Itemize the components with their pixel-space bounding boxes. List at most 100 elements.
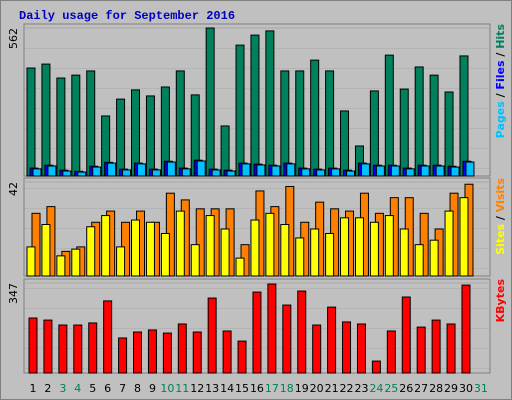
bar (192, 331, 202, 374)
legend-entry: Files (494, 60, 507, 90)
bar (420, 165, 430, 177)
x-tick-label: 6 (104, 382, 111, 395)
x-tick-label: 29 (444, 382, 458, 395)
bar (444, 91, 454, 177)
bar (26, 246, 36, 277)
bar (107, 162, 117, 177)
bar (282, 304, 292, 374)
bar (222, 330, 232, 374)
bar (340, 217, 350, 277)
bar (26, 67, 36, 177)
bar (310, 228, 320, 277)
bar (175, 210, 185, 277)
x-tick-label: 17 (265, 382, 279, 395)
bar (375, 165, 385, 177)
bar (331, 168, 341, 177)
bar (414, 244, 424, 277)
bar (265, 30, 275, 177)
legend-entry: KBytes (494, 279, 507, 323)
bar (346, 170, 356, 177)
x-tick-label: 20 (310, 382, 324, 395)
bar (73, 324, 83, 374)
bar (461, 284, 471, 374)
x-tick-label: 25 (384, 382, 398, 395)
x-tick-label: 3 (59, 382, 66, 395)
y-tick-label: 42 (7, 182, 20, 196)
bar (147, 329, 157, 374)
bar (86, 226, 96, 277)
x-tick-label: 11 (175, 382, 189, 395)
bar (286, 163, 296, 177)
bar (205, 27, 215, 177)
bar (122, 169, 132, 177)
bar (369, 221, 379, 277)
bar (416, 326, 426, 374)
bar (205, 215, 215, 277)
bar (235, 257, 245, 277)
x-tick-label: 30 (459, 382, 473, 395)
legend-entry: Sites (494, 223, 507, 254)
x-tick-label: 2 (44, 382, 51, 395)
legend: KBytes (494, 279, 507, 323)
legend: Pages / Files / Hits (494, 24, 507, 139)
bar (116, 98, 126, 177)
legend-entry: Pages (494, 101, 507, 139)
y-tick-label: 347 (7, 283, 20, 304)
y-tick-label: 562 (7, 28, 20, 49)
bar (435, 165, 445, 177)
bar (195, 208, 205, 277)
bar (32, 168, 42, 177)
bar (340, 110, 350, 177)
bar (325, 70, 335, 177)
bar (297, 290, 307, 374)
bar (211, 169, 221, 177)
bar (325, 232, 335, 277)
bar (465, 161, 475, 177)
legend-entry: Hits (494, 24, 507, 49)
bar (241, 163, 251, 177)
bar (267, 283, 277, 374)
x-tick-label: 23 (354, 382, 368, 395)
bar (58, 324, 68, 374)
legend-separator: / (494, 212, 507, 224)
bar (220, 228, 230, 277)
bar (86, 70, 96, 177)
bar (444, 210, 454, 277)
bar (256, 164, 266, 177)
bar (342, 321, 352, 374)
bar (220, 125, 230, 177)
bar (88, 322, 98, 374)
x-tick-label: 10 (160, 382, 174, 395)
bar (360, 163, 370, 177)
bar (252, 291, 262, 374)
bar (145, 221, 155, 277)
bar (177, 323, 187, 374)
bar (175, 70, 185, 177)
bar (405, 168, 415, 177)
x-tick-label: 1 (30, 382, 37, 395)
bar (56, 77, 66, 177)
bar (103, 300, 113, 374)
bar (310, 59, 320, 177)
chart-title: Daily usage for September 2016 (19, 9, 235, 23)
bar (28, 317, 38, 374)
bar (133, 331, 143, 374)
bar (369, 90, 379, 177)
bar (316, 169, 326, 177)
bar (235, 44, 245, 177)
bar (92, 166, 102, 177)
bar (414, 66, 424, 177)
bar (226, 170, 236, 177)
bar (77, 171, 87, 177)
bar (295, 237, 305, 277)
bar (162, 332, 172, 374)
bar (160, 232, 170, 277)
bar (41, 63, 51, 177)
bar (431, 319, 441, 374)
bar (265, 212, 275, 277)
bar (312, 324, 322, 374)
bar (459, 55, 469, 177)
bar (386, 330, 396, 374)
bar (429, 74, 439, 177)
